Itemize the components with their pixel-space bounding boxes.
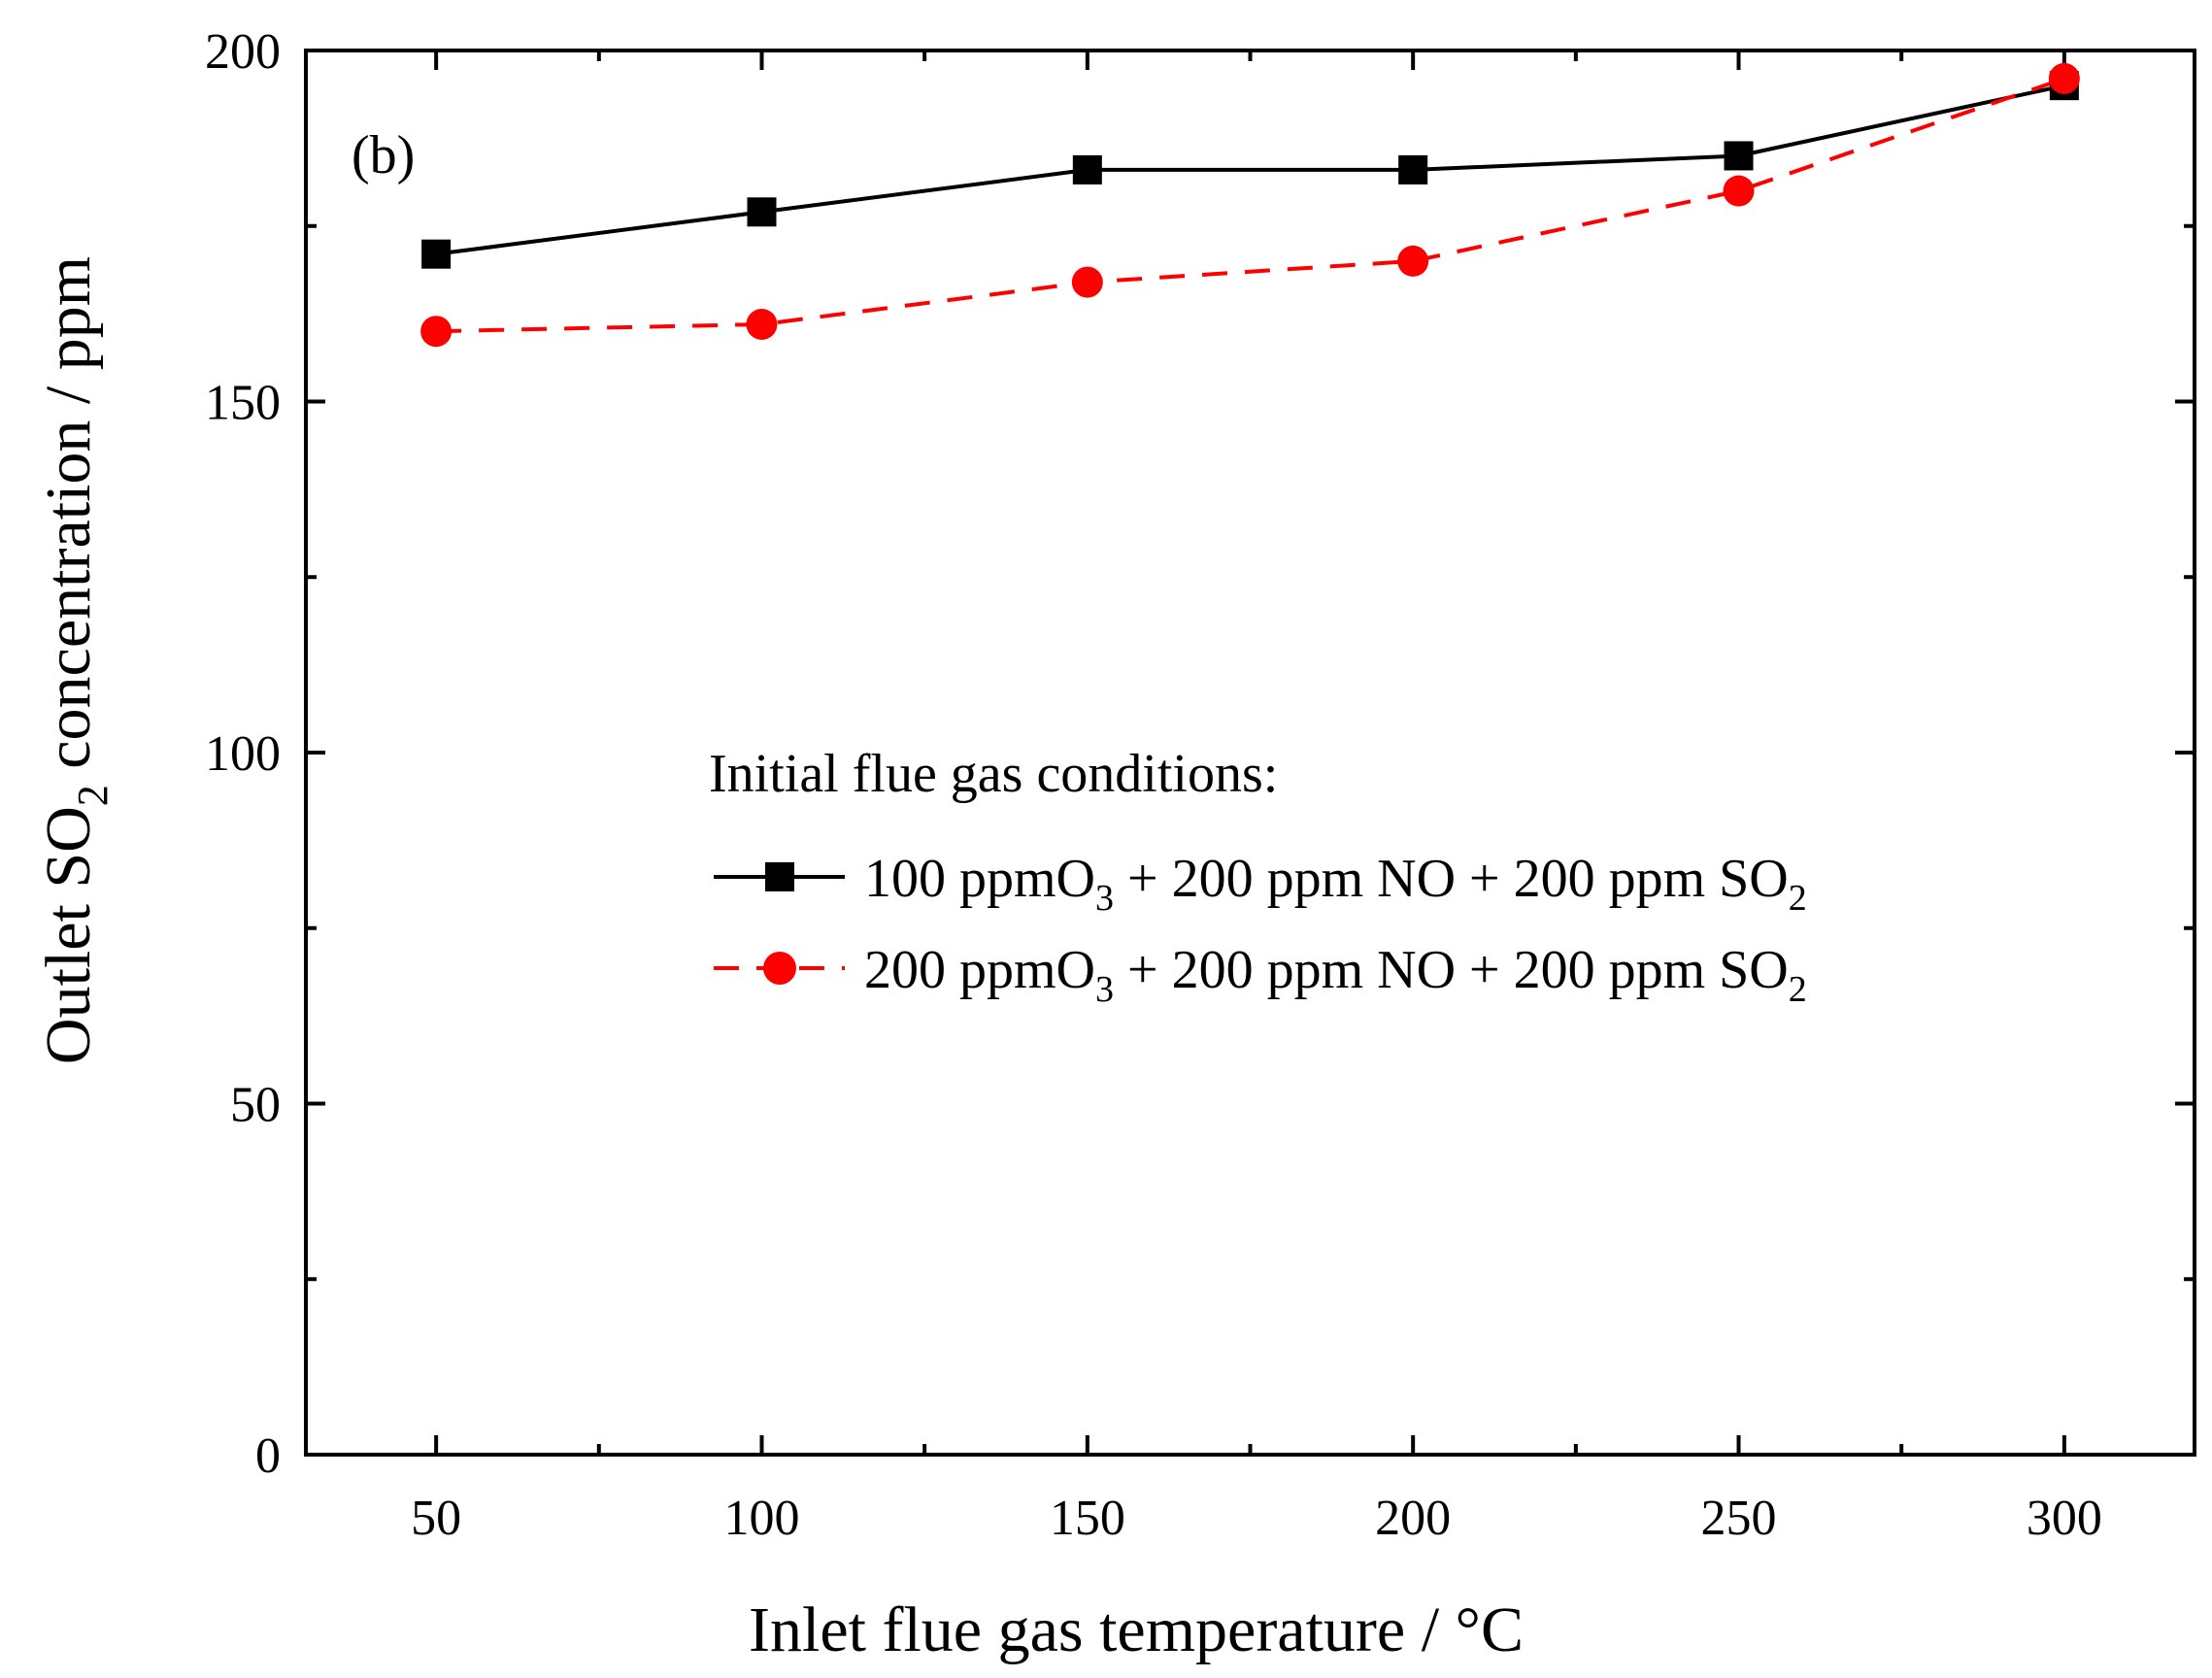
legend: Initial flue gas conditions: 100 ppmO3 +…	[709, 744, 1807, 1010]
series-1-point	[1398, 154, 1428, 185]
y-tick-label: 0	[255, 1428, 281, 1484]
x-tick-label: 250	[1701, 1491, 1777, 1546]
x-tick-label: 50	[411, 1491, 461, 1546]
x-tick-label: 100	[723, 1491, 799, 1546]
legend-label-2: 200 ppmO3 + 200 ppm NO + 200 ppm SO2	[864, 940, 1807, 1010]
series-2-point	[1723, 175, 1755, 207]
series-2-point	[746, 308, 778, 340]
series-2-point	[1397, 245, 1429, 277]
x-tick-label: 300	[2027, 1491, 2102, 1546]
legend-entry-1: 100 ppmO3 + 200 ppm NO + 200 ppm SO2	[714, 849, 1807, 919]
legend-title: Initial flue gas conditions:	[709, 744, 1278, 804]
legend-entry-2: 200 ppmO3 + 200 ppm NO + 200 ppm SO2	[714, 940, 1807, 1010]
series-line-1	[435, 84, 2065, 256]
y-tick-label: 100	[205, 726, 281, 782]
legend-marker-square	[765, 862, 794, 891]
x-axis-title: Inlet flue gas temperature / °C	[749, 1594, 1524, 1665]
series-2-point	[2048, 62, 2080, 94]
panel-label: (b)	[352, 125, 415, 185]
series-1-point	[421, 239, 452, 269]
axis-tick-labels: 50 100 150 200 250 300 0 50 100 150 200	[205, 24, 2102, 1546]
series-1-point	[1724, 141, 1754, 171]
y-axis-title: Outlet SO2 concentration / ppm	[33, 256, 117, 1064]
y-tick-label: 150	[205, 376, 281, 431]
legend-marker-circle	[763, 952, 796, 985]
x-tick-label: 150	[1050, 1491, 1125, 1546]
series-1-point	[747, 197, 777, 227]
y-tick-label: 200	[205, 24, 281, 80]
series-2-point	[1071, 266, 1103, 298]
series-1-point	[1072, 154, 1102, 185]
series-2-point	[420, 316, 452, 348]
series-line-2	[436, 77, 2065, 334]
y-tick-label: 50	[230, 1078, 281, 1133]
legend-label-1: 100 ppmO3 + 200 ppm NO + 200 ppm SO2	[864, 849, 1807, 919]
series-layer	[420, 62, 2080, 348]
y-axis-title-subscript: 2	[69, 785, 117, 806]
x-tick-label: 200	[1375, 1491, 1451, 1546]
axis-ticks	[306, 49, 2195, 1457]
